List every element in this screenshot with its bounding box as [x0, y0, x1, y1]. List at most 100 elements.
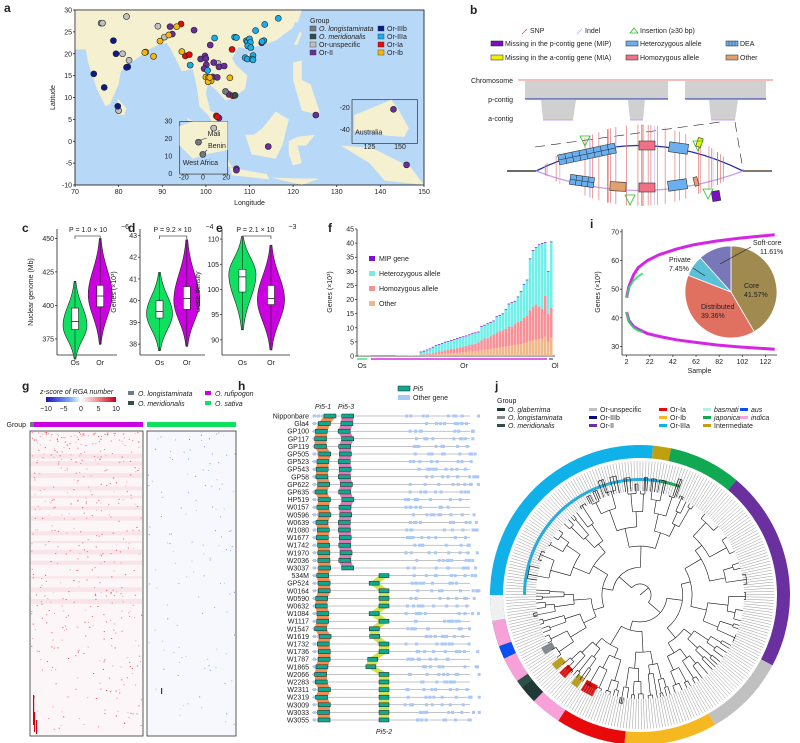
other-gene: [444, 642, 448, 646]
tree-legend-label: O. meridionalis: [508, 423, 555, 430]
bar-other: [437, 354, 441, 356]
landmass: [341, 145, 424, 185]
tree-branch: [550, 630, 568, 640]
other-gene: [416, 589, 420, 593]
accession-label: GP58: [291, 474, 309, 481]
other-gene: [423, 650, 427, 654]
tree-branch: [573, 670, 578, 676]
bar-other: [440, 354, 444, 356]
bar-mip: [465, 335, 468, 337]
legend-swatch: [377, 33, 385, 40]
tree-branch: [595, 502, 602, 514]
other-gene: [437, 482, 441, 486]
heatmap-cell: [34, 629, 36, 631]
bar-mip: [501, 313, 505, 315]
pi5-3-gene: [339, 451, 352, 457]
tree-branch: [589, 658, 597, 669]
bar-homozygous: [489, 336, 492, 350]
other-gene: [414, 520, 418, 524]
heatmap-cell: [67, 615, 70, 617]
pi5-1-gene: [314, 444, 327, 449]
tree-branch: [652, 673, 658, 698]
other-gene: [424, 718, 428, 722]
other-gene: [458, 650, 462, 654]
other-gene: [422, 581, 426, 585]
tree-branch: [609, 691, 611, 695]
leaf-label: [743, 598, 774, 601]
schema-legend-label: Homozygous allele: [640, 55, 699, 62]
heatmap-cell: [32, 574, 34, 576]
leaf-label: [686, 687, 701, 715]
other-gene: [432, 513, 436, 517]
leaf-label: [743, 591, 774, 593]
tree-legend-label: O. longistaminata: [508, 415, 563, 422]
tree-branch: [563, 523, 570, 530]
bar-other: [483, 349, 486, 356]
heatmap-cell: [87, 556, 89, 558]
tree-branch: [668, 495, 675, 499]
map-point: [403, 161, 410, 169]
heatmap-cell: [77, 569, 79, 571]
leaf-label: [506, 598, 537, 601]
other-gene: [406, 498, 410, 502]
heatmap-cell: [133, 547, 135, 549]
heatmap-band: [31, 531, 142, 536]
other-gene: [409, 596, 413, 600]
other-gene: [448, 703, 452, 707]
heatmap-sativa: [146, 430, 237, 737]
other-gene: [415, 437, 419, 441]
tree-branch: [555, 647, 562, 655]
other-gene: [420, 680, 424, 684]
bar-homozygous: [428, 353, 432, 356]
y-tick-label: 43: [129, 233, 137, 240]
pi5-3-gene: [337, 459, 351, 464]
tree-legend-label: Or-II: [600, 423, 614, 430]
leaf-label: [739, 555, 769, 565]
heatmap-cell: [110, 440, 112, 442]
heatmap-cell: [136, 506, 139, 508]
heatmap-cell: [191, 560, 193, 562]
other-gene: [468, 475, 472, 479]
heatmap-cell: [75, 461, 77, 463]
significance-bracket: [74, 235, 101, 239]
tree-branch: [627, 493, 637, 495]
inset-africa-label: West Africa: [183, 160, 218, 167]
pi5-1-gene: [316, 573, 329, 578]
pi5-3-gene: [340, 421, 354, 426]
heatmap-cell: [53, 456, 55, 458]
map-point: [233, 166, 240, 174]
heatmap-cell: [79, 553, 81, 555]
heatmap-cell: [41, 669, 43, 671]
heatmap-cell: [91, 615, 94, 617]
tree-branch: [571, 527, 584, 540]
tree-branch: [597, 481, 605, 498]
tree-branch: [663, 678, 667, 688]
leaf-label: [721, 512, 746, 532]
legend-label: Other: [379, 301, 397, 308]
leaf-label: [685, 474, 699, 502]
a-contig-block: [709, 100, 738, 120]
heatmap-cell: [86, 551, 88, 553]
other-gene: [437, 665, 441, 669]
heatmap-cell: [51, 646, 53, 648]
other-gene: [313, 642, 316, 646]
heatmap-cell: [198, 596, 200, 598]
heatmap-cell: [36, 442, 38, 444]
y-tick-label: 41: [129, 276, 137, 283]
heatmap-cell: [66, 468, 68, 470]
leaf-label: [509, 619, 540, 628]
tree-branch: [681, 497, 684, 501]
bar-mip: [437, 344, 441, 345]
leaf-label: [725, 654, 751, 672]
tree-branch: [695, 550, 710, 582]
other-gene: [421, 543, 425, 547]
other-gene: [471, 589, 475, 593]
other-gene: [448, 680, 452, 684]
bar-homozygous: [474, 343, 477, 352]
pie-value: 7.45%: [669, 266, 689, 273]
bar-heterozygous: [531, 250, 535, 307]
x-tick-label: 22: [646, 359, 654, 366]
other-gene: [471, 612, 475, 616]
tree-branch: [603, 479, 609, 496]
accession-label: W1619: [287, 634, 309, 641]
